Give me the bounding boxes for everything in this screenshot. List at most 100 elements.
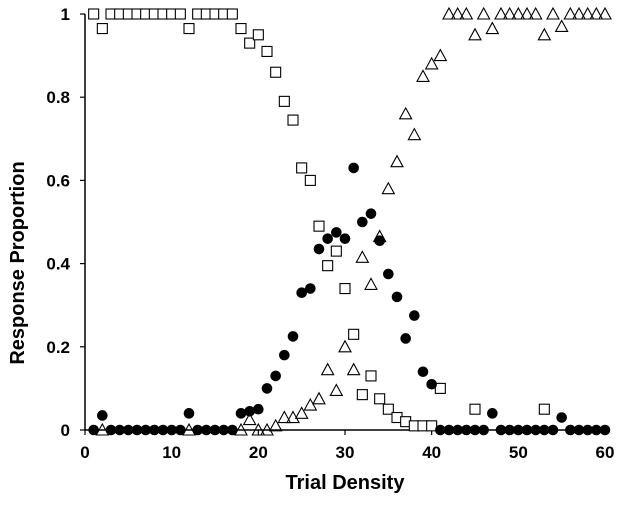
data-point-circle [469,424,481,436]
data-point-square [252,29,264,41]
data-point-circle [123,424,134,436]
data-point-triangle [563,6,578,20]
data-point-circle [530,424,541,436]
x-tick-label: 50 [509,443,528,462]
data-point-triangle [528,6,543,20]
data-point-square [270,66,282,78]
data-point-triangle [182,422,196,436]
y-tick-label: 0.6 [46,171,70,190]
data-point-square [434,382,446,394]
data-point-circle [521,424,533,436]
data-point-triangle [303,397,318,411]
data-point-triangle [554,19,569,33]
data-point-circle [417,366,429,378]
data-point-square [226,8,238,20]
axis-ticks: 0 10 20 30 40 50 60 0 0.2 0.4 0.6 0.8 1 [46,5,614,462]
data-point-square [330,245,342,257]
data-point-circle [443,424,455,436]
data-point-triangle [433,48,448,62]
data-point-circle [183,408,195,419]
data-point-circle [270,370,281,382]
data-point-circle [409,310,420,321]
data-point-triangle [268,418,283,432]
data-point-circle [279,349,290,361]
data-point-circle [244,405,255,417]
data-point-triangle [485,21,500,35]
data-point-circle [114,424,125,436]
x-tick-label: 40 [422,443,441,462]
data-point-circle [322,233,333,244]
y-axis-title: Response Proportion [7,161,29,364]
data-point-circle [591,424,602,436]
data-point-triangle [502,6,517,20]
data-point-triangle [346,362,361,376]
data-point-circle [435,424,446,436]
data-point-circle [209,424,221,436]
data-point-circle [513,424,524,436]
x-axis-title: Trial Density [286,472,406,494]
data-point-triangle [242,412,257,426]
data-point-triangle [390,154,404,168]
data-point-square [174,8,186,20]
data-point-triangle [312,391,326,405]
data-point-circle [374,235,385,247]
data-point-circle [547,424,559,436]
x-tick-label: 20 [249,443,268,462]
data-point-triangle [398,106,413,120]
data-point-triangle [364,277,378,290]
data-point-square [382,403,394,415]
data-point-triangle [277,410,292,424]
data-point-circle [504,424,515,436]
data-point-circle [218,424,229,436]
y-tick-label: 0 [61,421,70,440]
data-point-circle [495,424,507,436]
data-point-triangle [424,56,439,70]
data-point-circle [305,283,316,294]
data-point-triangle [355,250,370,263]
data-point-circle [582,424,593,436]
data-point-triangle [381,181,396,195]
data-point-triangle [459,6,474,20]
data-point-triangle [468,27,482,41]
data-point-circle [201,424,212,436]
data-point-circle [88,424,99,436]
x-tick-label: 30 [336,443,355,462]
data-point-square [88,8,100,20]
data-point-circle [296,287,307,299]
data-point-circle [348,162,359,174]
data-point-triangle [407,127,422,141]
data-point-square [244,37,256,49]
data-point-triangle [294,406,309,419]
data-point-square [365,370,377,382]
data-point-square [374,393,386,405]
data-point-triangle [442,6,456,20]
data-point-circle [599,424,611,436]
data-point-triangle [511,6,526,20]
data-point-circle [426,378,437,390]
data-point-square [356,389,368,401]
data-point-square [304,174,316,186]
data-point-square [426,420,438,432]
data-point-square [469,403,481,415]
y-tick-label: 0.8 [46,88,70,107]
data-point-triangle [286,410,300,424]
data-point-circle [192,424,203,436]
data-point-square [339,283,351,295]
data-point-circle [357,216,368,228]
data-point-circle [573,424,585,436]
data-point-circle [365,208,377,219]
data-point-circle [235,408,247,419]
x-tick-label: 60 [596,443,615,462]
data-point-triangle [450,6,465,20]
data-point-square [348,328,360,340]
data-point-square [322,260,334,272]
data-point-circle [175,424,186,436]
data-point-circle [452,424,463,436]
data-point-circle [166,424,177,436]
data-point-circle [157,424,169,436]
data-point-circle [253,403,264,415]
y-tick-label: 1 [61,5,70,24]
data-point-square [278,95,290,107]
data-point-circle [539,424,550,436]
